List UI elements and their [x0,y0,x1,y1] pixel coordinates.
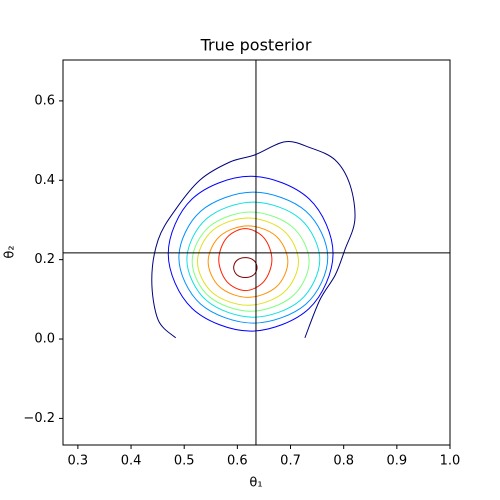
x-tick-label: 0.5 [174,454,195,469]
y-axis-label: θ₂ [3,245,18,258]
contour-line [196,217,299,306]
x-tick-label: 0.3 [68,454,89,469]
x-tick-label: 0.9 [386,454,407,469]
y-tick-label: 0.4 [34,173,55,188]
contour-line [233,257,258,279]
x-tick-label: 0.8 [333,454,354,469]
x-tick-label: 0.7 [280,454,301,469]
y-tick-label: 0.2 [34,252,55,267]
y-tick-label: 0.0 [34,332,55,347]
x-tick-label: 0.6 [227,454,248,469]
contour-line [167,175,334,332]
contour-line [151,141,356,339]
y-tick-label: −0.2 [23,411,55,426]
contour-line [178,191,329,324]
contour-line [186,201,321,318]
contour-line [218,228,273,292]
y-tick-label: 0.6 [34,93,55,108]
x-tick-label: 1.0 [440,454,461,469]
chart-title: True posterior [200,36,312,55]
contour-line [191,211,310,312]
contour-line [207,225,289,298]
x-tick-label: 0.4 [121,454,142,469]
x-axis-label: θ₁ [249,476,262,491]
